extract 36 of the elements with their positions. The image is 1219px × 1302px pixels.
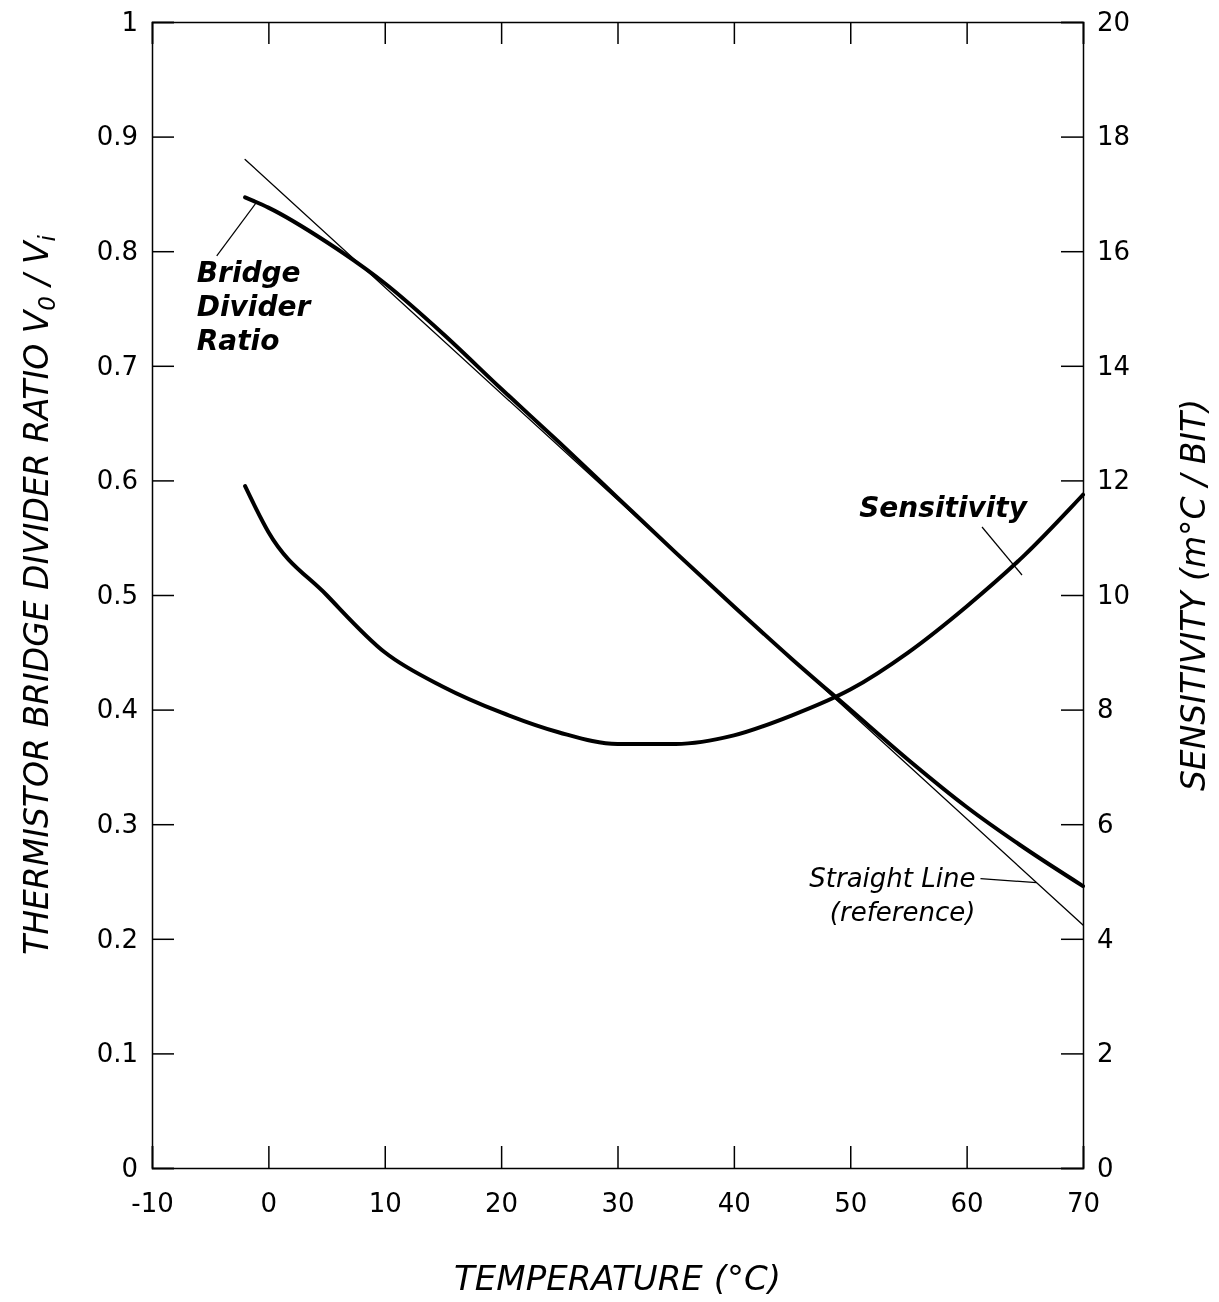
- y-tick-label: 0.4: [96, 694, 138, 725]
- y-tick-label: 0.1: [96, 1038, 138, 1069]
- y2-tick-label: 10: [1097, 579, 1131, 610]
- y-tick-label: 0: [121, 1152, 138, 1183]
- y2-tick-label: 20: [1097, 6, 1131, 37]
- y-tick-label: 0.7: [96, 350, 138, 381]
- x-tick-label: 40: [717, 1188, 751, 1219]
- y-tick-label: 0.5: [96, 579, 138, 610]
- annotation: Bridge Divider Ratio: [196, 255, 313, 357]
- x-tick-label: 60: [950, 1188, 984, 1219]
- y-tick-label: 0.8: [96, 236, 138, 267]
- annotation: Straight Line (reference): [809, 862, 976, 927]
- y2-tick-label: 6: [1097, 809, 1114, 840]
- y2-tick-label: 4: [1097, 923, 1114, 954]
- y-tick-label: 0.9: [96, 121, 138, 152]
- y2-tick-label: 8: [1097, 694, 1114, 725]
- y2-tick-label: 2: [1097, 1038, 1114, 1069]
- y2-tick-label: 12: [1097, 465, 1131, 496]
- y2-axis-title: SENSITIVITY (m°C / BIT): [1174, 398, 1213, 792]
- y2-tick-label: 16: [1097, 236, 1131, 267]
- annotation: Sensitivity: [859, 491, 1029, 524]
- y2-tick-label: 0: [1097, 1152, 1114, 1183]
- x-tick-label: 20: [485, 1188, 519, 1219]
- x-tick-label: 70: [1066, 1188, 1101, 1219]
- x-tick-label: 10: [368, 1188, 402, 1219]
- x-tick-label: 30: [601, 1188, 635, 1219]
- x-axis-title: TEMPERATURE (°C): [454, 1258, 781, 1298]
- y2-tick-label: 18: [1097, 121, 1131, 152]
- x-tick-label: -10: [131, 1188, 174, 1219]
- x-tick-label: 50: [834, 1188, 868, 1219]
- x-tick-label: 0: [260, 1188, 278, 1219]
- y-tick-label: 0.2: [96, 923, 138, 954]
- y2-tick-label: 14: [1097, 350, 1131, 381]
- y-tick-label: 0.6: [96, 465, 138, 496]
- y-tick-label: 0.3: [96, 809, 138, 840]
- y-tick-label: 1: [121, 6, 138, 37]
